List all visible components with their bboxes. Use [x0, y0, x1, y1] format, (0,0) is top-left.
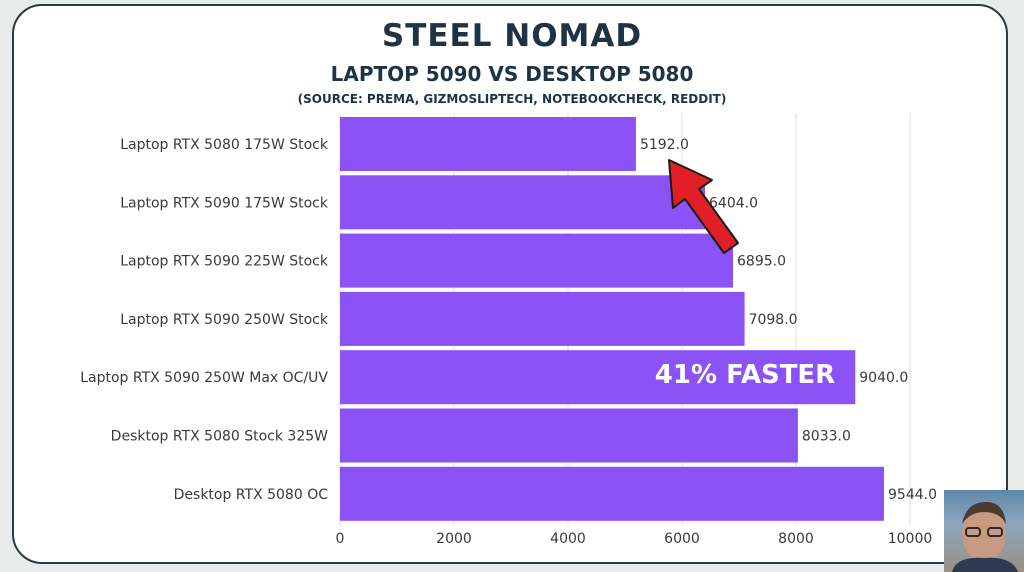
- category-label: Desktop RTX 5080 OC: [174, 487, 329, 503]
- x-tick-label: 2000: [436, 531, 472, 547]
- chart-subtitle: LAPTOP 5090 VS DESKTOP 5080: [330, 62, 694, 86]
- bar: [340, 117, 636, 171]
- value-label: 6895.0: [737, 254, 786, 270]
- presenter-image: [952, 502, 1018, 572]
- x-tick-label: 4000: [550, 531, 586, 547]
- category-label: Laptop RTX 5090 175W Stock: [120, 195, 329, 211]
- category-label: Laptop RTX 5080 175W Stock: [120, 137, 329, 153]
- value-label: 6404.0: [709, 195, 758, 211]
- x-tick-label: 6000: [664, 531, 700, 547]
- x-tick-label: 10000: [888, 531, 933, 547]
- bar: [340, 350, 856, 405]
- x-tick-label: 0: [336, 531, 345, 547]
- value-label: 9544.0: [888, 487, 937, 503]
- category-label: Laptop RTX 5090 250W Stock: [120, 312, 329, 328]
- bar: [340, 175, 706, 230]
- value-label: 5192.0: [640, 137, 689, 153]
- bar: [340, 291, 745, 346]
- bar: [340, 408, 798, 463]
- category-label: Desktop RTX 5080 Stock 325W: [111, 429, 328, 445]
- category-label: Laptop RTX 5090 250W Max OC/UV: [80, 370, 328, 386]
- webcam-overlay: [944, 490, 1024, 572]
- bar: [340, 233, 734, 288]
- value-label: 9040.0: [859, 370, 908, 386]
- value-label: 8033.0: [802, 429, 851, 445]
- faster-annotation: 41% FASTER: [654, 360, 836, 390]
- chart-source: (SOURCE: PREMA, GIZMOSLIPTECH, NOTEBOOKC…: [297, 92, 727, 106]
- red-arrow-icon: [668, 159, 739, 254]
- bar: [340, 466, 885, 521]
- value-label: 7098.0: [749, 312, 798, 328]
- x-tick-label: 8000: [778, 531, 814, 547]
- category-label: Laptop RTX 5090 225W Stock: [120, 254, 329, 270]
- chart-title: STEEL NOMAD: [381, 18, 643, 54]
